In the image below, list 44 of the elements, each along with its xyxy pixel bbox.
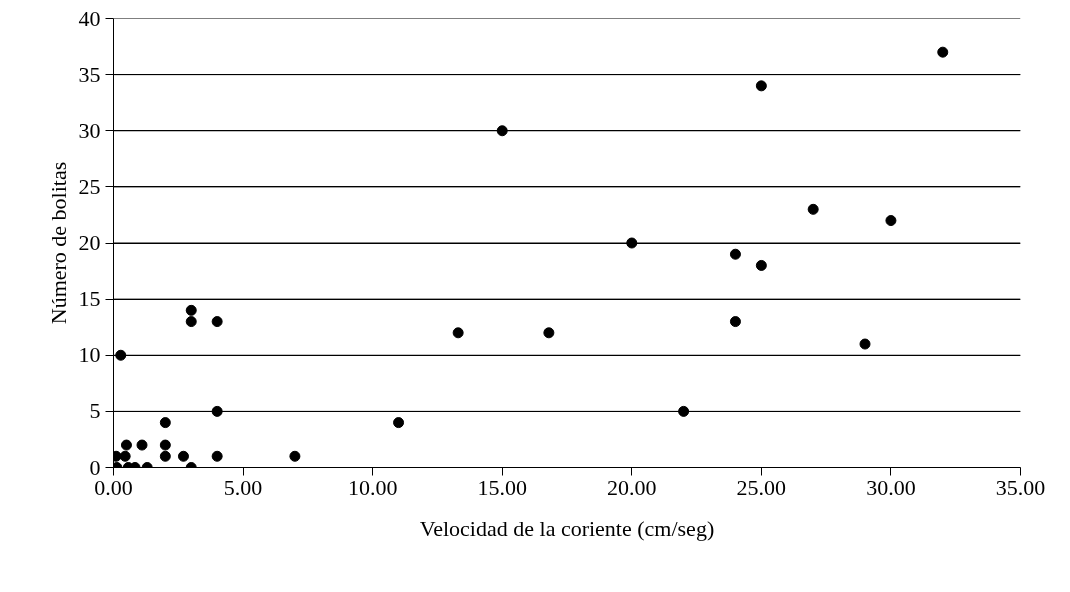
y-tick-label: 30 [78, 117, 101, 143]
x-tick-label: 20.00 [607, 474, 657, 500]
y-tick-label: 15 [78, 286, 101, 312]
y-tick-label: 10 [78, 342, 101, 368]
point [729, 316, 741, 328]
x-tick-label: 10.00 [347, 474, 398, 500]
point [859, 338, 871, 350]
point [159, 439, 171, 451]
point [185, 304, 197, 316]
point [496, 125, 508, 137]
point [885, 215, 897, 227]
point [678, 405, 690, 417]
y-tick-label: 25 [78, 173, 101, 199]
point [755, 80, 767, 92]
point [119, 450, 131, 462]
y-tick-label: 40 [78, 5, 101, 31]
y-axis-title: Número de bolitas [45, 161, 71, 325]
point [159, 417, 171, 429]
point [393, 417, 405, 429]
point [115, 349, 127, 361]
point [289, 450, 301, 462]
x-tick-label: 30.00 [866, 474, 916, 500]
x-tick-label: 5.00 [223, 474, 263, 500]
point [177, 450, 189, 462]
y-tick-label: 20 [78, 230, 101, 255]
point [120, 439, 132, 451]
point [211, 450, 223, 462]
y-tick-label: 35 [78, 61, 101, 87]
x-tick-label: 25.00 [736, 474, 787, 500]
point [136, 439, 148, 451]
point [937, 46, 949, 58]
point [807, 203, 819, 215]
y-tick-label: 5 [89, 398, 101, 424]
x-tick-label: 35.00 [995, 474, 1046, 500]
point [211, 316, 223, 328]
point [452, 327, 464, 339]
point [543, 327, 555, 339]
point [211, 405, 223, 417]
point [159, 450, 171, 462]
x-axis-title: Velocidad de la coriente (cm/seg) [419, 515, 715, 541]
point [755, 259, 767, 271]
point [185, 316, 197, 328]
x-tick-label: 15.00 [477, 474, 527, 500]
point [729, 248, 741, 260]
